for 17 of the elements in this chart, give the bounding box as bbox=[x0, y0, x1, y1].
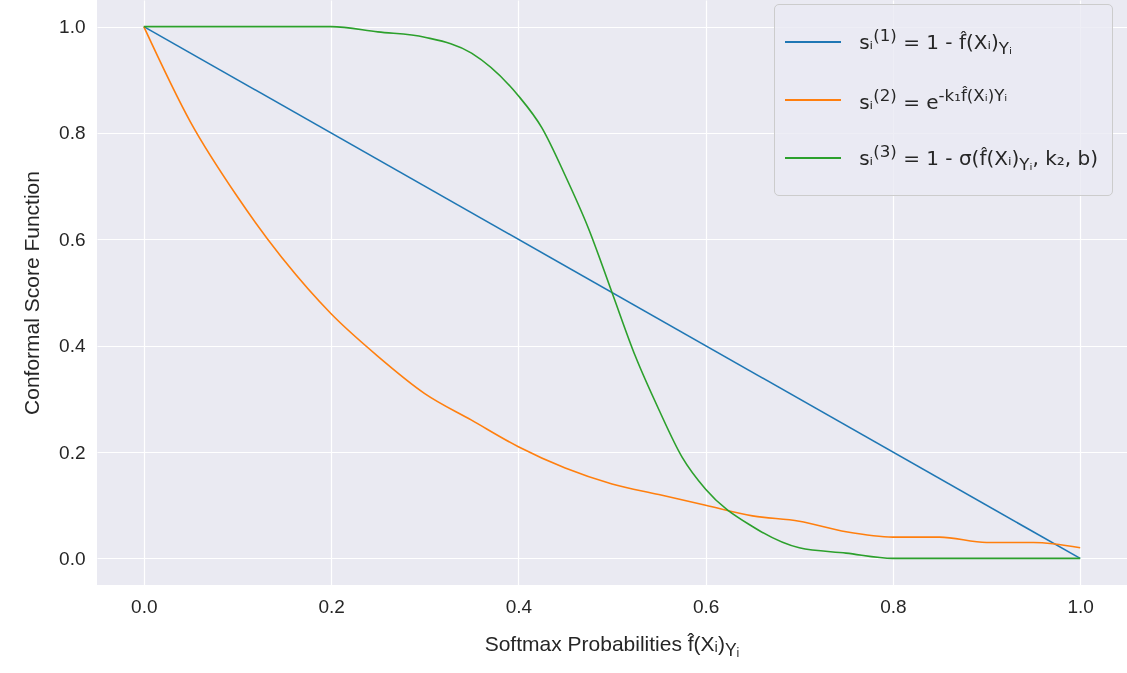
x-tick-label: 0.6 bbox=[692, 595, 720, 617]
y-tick-label: 0.8 bbox=[59, 122, 86, 144]
legend-label: sᵢ$^{(1)}$ = 1 - f̂(Xᵢ)$_{Yᵢ}$ bbox=[859, 26, 1012, 58]
legend-label: sᵢ$^{(2)}$ = e$^{-k₁f̂(Xᵢ)Yᵢ}$ bbox=[859, 86, 1008, 114]
y-tick-label: 0.4 bbox=[59, 335, 86, 357]
y-tick-label: 1.0 bbox=[59, 16, 86, 38]
x-tick-label: 0.8 bbox=[880, 595, 907, 617]
x-tick-label: 0.4 bbox=[505, 595, 533, 617]
x-axis-title: Softmax Probabilities f̂(Xᵢ)$_{Yᵢ}$ bbox=[483, 632, 741, 662]
y-tick-label: 0.0 bbox=[59, 547, 86, 569]
y-tick-label: 0.2 bbox=[59, 441, 86, 463]
x-tick-label: 0.0 bbox=[131, 595, 158, 617]
y-tick-label: 0.6 bbox=[59, 228, 86, 250]
x-tick-label: 0.2 bbox=[318, 595, 345, 617]
legend-label: sᵢ$^{(3)}$ = 1 - σ(f̂(Xᵢ)$_{Yᵢ}$, k₂, b) bbox=[859, 142, 1098, 174]
x-tick-label: 1.0 bbox=[1067, 595, 1094, 617]
y-axis-title: Conformal Score Function bbox=[20, 171, 44, 415]
